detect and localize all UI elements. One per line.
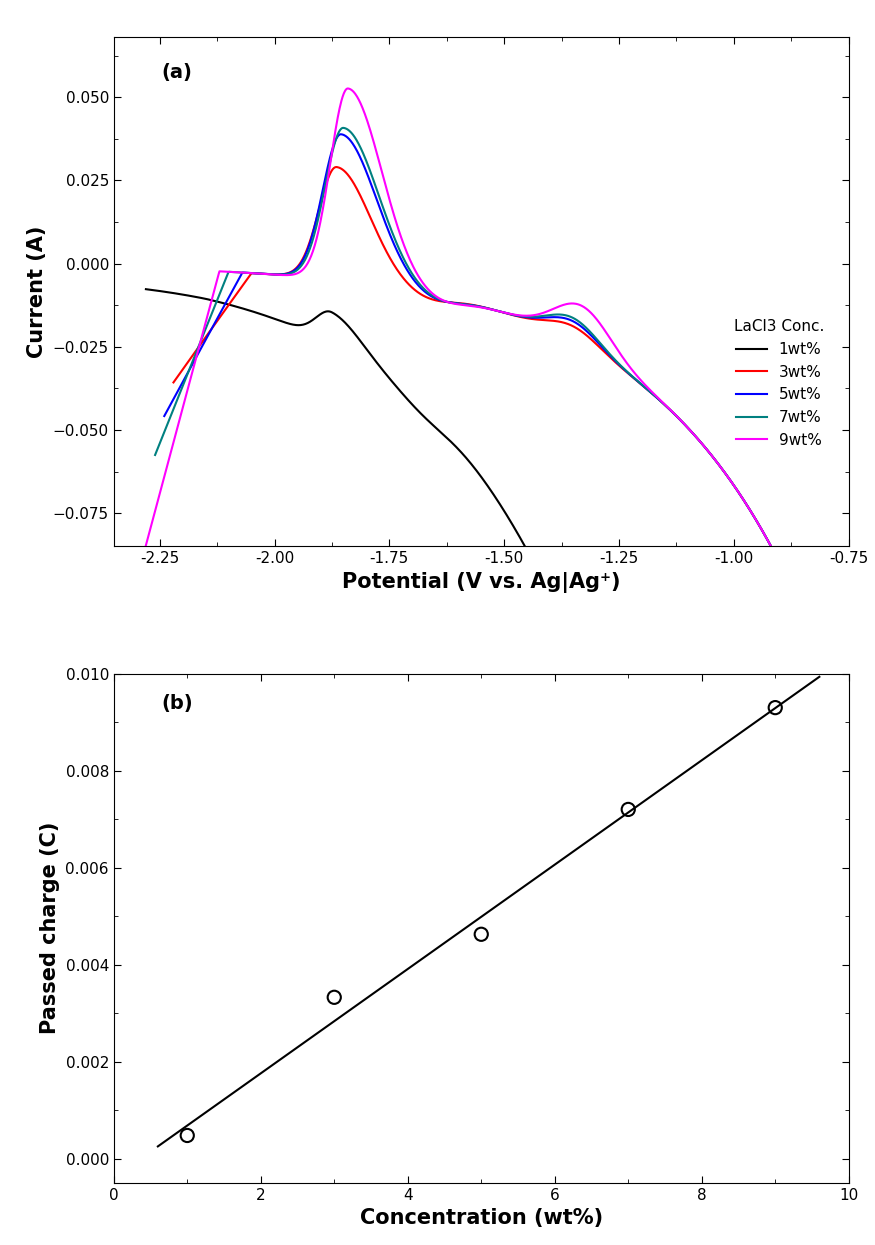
Point xyxy=(621,799,635,819)
Y-axis label: Current (A): Current (A) xyxy=(27,225,47,359)
Point xyxy=(768,697,782,717)
Point xyxy=(474,924,488,944)
X-axis label: Potential (V vs. Ag|Ag⁺): Potential (V vs. Ag|Ag⁺) xyxy=(342,571,620,593)
X-axis label: Concentration (wt%): Concentration (wt%) xyxy=(360,1208,603,1228)
Point xyxy=(180,1125,194,1145)
Text: (a): (a) xyxy=(162,62,192,82)
Legend: 1wt%, 3wt%, 5wt%, 7wt%, 9wt%: 1wt%, 3wt%, 5wt%, 7wt%, 9wt% xyxy=(727,314,830,453)
Point xyxy=(327,987,341,1007)
Y-axis label: Passed charge (C): Passed charge (C) xyxy=(40,822,60,1035)
Text: (b): (b) xyxy=(162,693,193,713)
